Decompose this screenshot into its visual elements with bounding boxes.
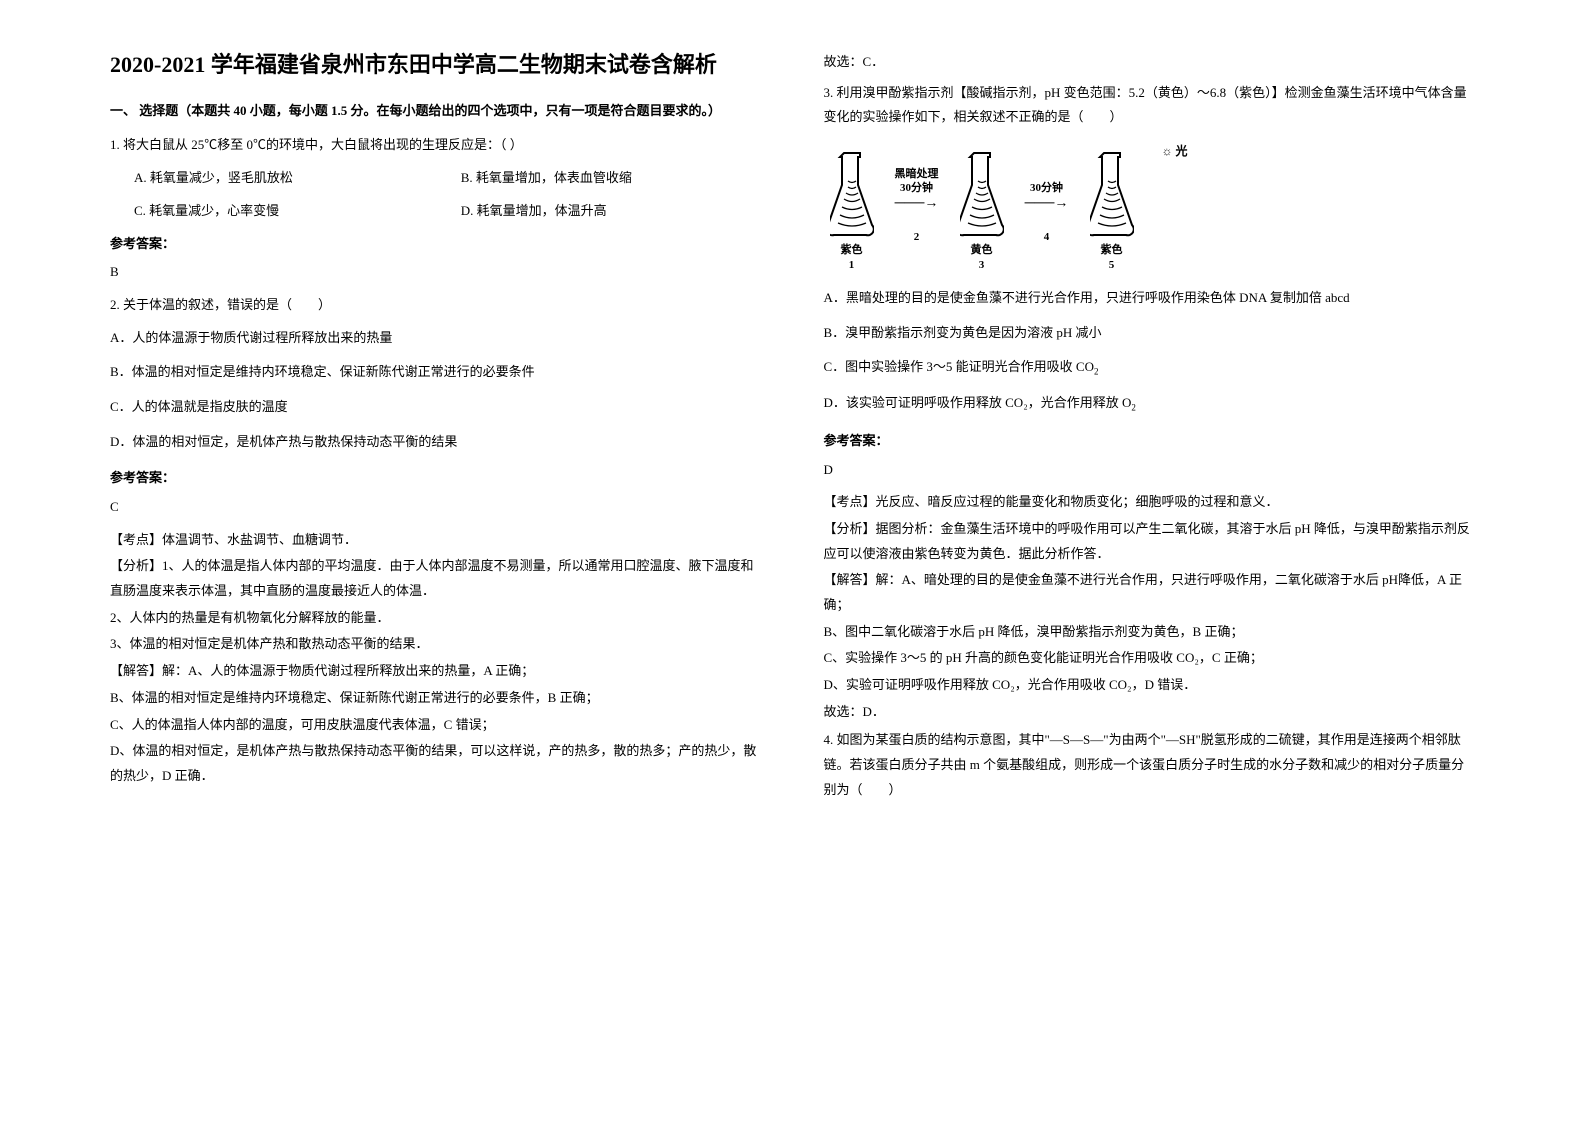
q3-answer-label: 参考答案：	[824, 429, 1478, 454]
q3-exp6: D、实验可证明呼吸作用释放 CO₂，光合作用吸收 CO₂，D 错误．	[824, 673, 1478, 698]
q2-exp7: C、人的体温指人体内部的温度，可用皮肤温度代表体温，C 错误；	[110, 713, 764, 738]
q2-exp3: 2、人体内的热量是有机物氧化分解释放的能量．	[110, 606, 764, 631]
q1-optC: C. 耗氧量减少，心率变慢	[110, 199, 437, 224]
q3-optA: A．黑暗处理的目的是使金鱼藻不进行光合作用，只进行呼吸作用染色体 DNA 复制加…	[824, 286, 1478, 311]
q1-stem: 1. 将大白鼠从 25℃移至 0℃的环境中，大白鼠将出现的生理反应是：（ ）	[110, 133, 764, 158]
q3-exp5: C、实验操作 3～5 的 pH 升高的颜色变化能证明光合作用吸收 CO₂，C 正…	[824, 646, 1478, 671]
q2-stem: 2. 关于体温的叙述，错误的是（ ）	[110, 293, 764, 318]
q1-answer: B	[110, 260, 764, 285]
q3-optD: D．该实验可证明呼吸作用释放 CO₂，光合作用释放 O2	[824, 391, 1478, 417]
q2-optB: B．体温的相对恒定是维持内环境稳定、保证新陈代谢正常进行的必要条件	[110, 360, 764, 385]
q1-optA: A. 耗氧量减少，竖毛肌放松	[110, 166, 437, 191]
q4-stem: 4. 如图为某蛋白质的结构示意图，其中"—S—S—"为由两个"—SH"脱氢形成的…	[824, 728, 1478, 802]
doc-title: 2020-2021 学年福建省泉州市东田中学高二生物期末试卷含解析	[110, 50, 764, 81]
q1-optD: D. 耗氧量增加，体温升高	[437, 199, 764, 224]
q3-answer: D	[824, 458, 1478, 483]
q2-exp8: D、体温的相对恒定，是机体产热与散热保持动态平衡的结果，可以这样说，产的热多，散…	[110, 739, 764, 788]
q2-answer: C	[110, 495, 764, 520]
q2-exp2: 【分析】1、人的体温是指人体内部的平均温度．由于人体内部温度不易测量，所以通常用…	[110, 554, 764, 603]
q2-exp1: 【考点】体温调节、水盐调节、血糖调节．	[110, 528, 764, 553]
q2-answer-label: 参考答案：	[110, 466, 764, 491]
q3-diagram: ☼ 光 紫色1 黑暗处理30分钟 ───→ 2 黄色3 30分钟 ───→ 4	[824, 142, 1204, 272]
q2-exp4: 3、体温的相对恒定是机体产热和散热动态平衡的结果．	[110, 632, 764, 657]
arrow-3: 30分钟 ───→ 4	[1010, 180, 1084, 272]
arrow-1: 黑暗处理30分钟 ───→ 2	[880, 180, 954, 272]
q2-exp9: 故选：C．	[824, 50, 1478, 75]
flask-3: 黄色3	[954, 151, 1010, 272]
flask-5: 紫色5	[1084, 151, 1140, 272]
q3-optC: C．图中实验操作 3～5 能证明光合作用吸收 CO2	[824, 355, 1478, 381]
q1-answer-label: 参考答案：	[110, 232, 764, 257]
q3-exp2: 【分析】据图分析：金鱼藻生活环境中的呼吸作用可以产生二氧化碳，其溶于水后 pH …	[824, 517, 1478, 566]
q3-exp4: B、图中二氧化碳溶于水后 pH 降低，溴甲酚紫指示剂变为黄色，B 正确；	[824, 620, 1478, 645]
q2-optA: A．人的体温源于物质代谢过程所释放出来的热量	[110, 326, 764, 351]
q2-exp6: B、体温的相对恒定是维持内环境稳定、保证新陈代谢正常进行的必要条件，B 正确；	[110, 686, 764, 711]
flask-1: 紫色1	[824, 151, 880, 272]
q3-exp3: 【解答】解：A、暗处理的目的是使金鱼藻不进行光合作用，只进行呼吸作用，二氧化碳溶…	[824, 568, 1478, 617]
q3-optB: B．溴甲酚紫指示剂变为黄色是因为溶液 pH 减小	[824, 321, 1478, 346]
light-icon: ☼ 光	[1162, 140, 1188, 163]
q3-stem: 3. 利用溴甲酚紫指示剂【酸碱指示剂，pH 变色范围：5.2（黄色）～6.8（紫…	[824, 81, 1478, 130]
q3-exp1: 【考点】光反应、暗反应过程的能量变化和物质变化；细胞呼吸的过程和意义．	[824, 490, 1478, 515]
section-header: 一、 选择题（本题共 40 小题，每小题 1.5 分。在每小题给出的四个选项中，…	[110, 99, 764, 124]
q1-optB: B. 耗氧量增加，体表血管收缩	[437, 166, 764, 191]
q2-optC: C．人的体温就是指皮肤的温度	[110, 395, 764, 420]
q3-exp7: 故选：D．	[824, 700, 1478, 725]
q2-optD: D．体温的相对恒定，是机体产热与散热保持动态平衡的结果	[110, 430, 764, 455]
q2-exp5: 【解答】解：A、人的体温源于物质代谢过程所释放出来的热量，A 正确；	[110, 659, 764, 684]
